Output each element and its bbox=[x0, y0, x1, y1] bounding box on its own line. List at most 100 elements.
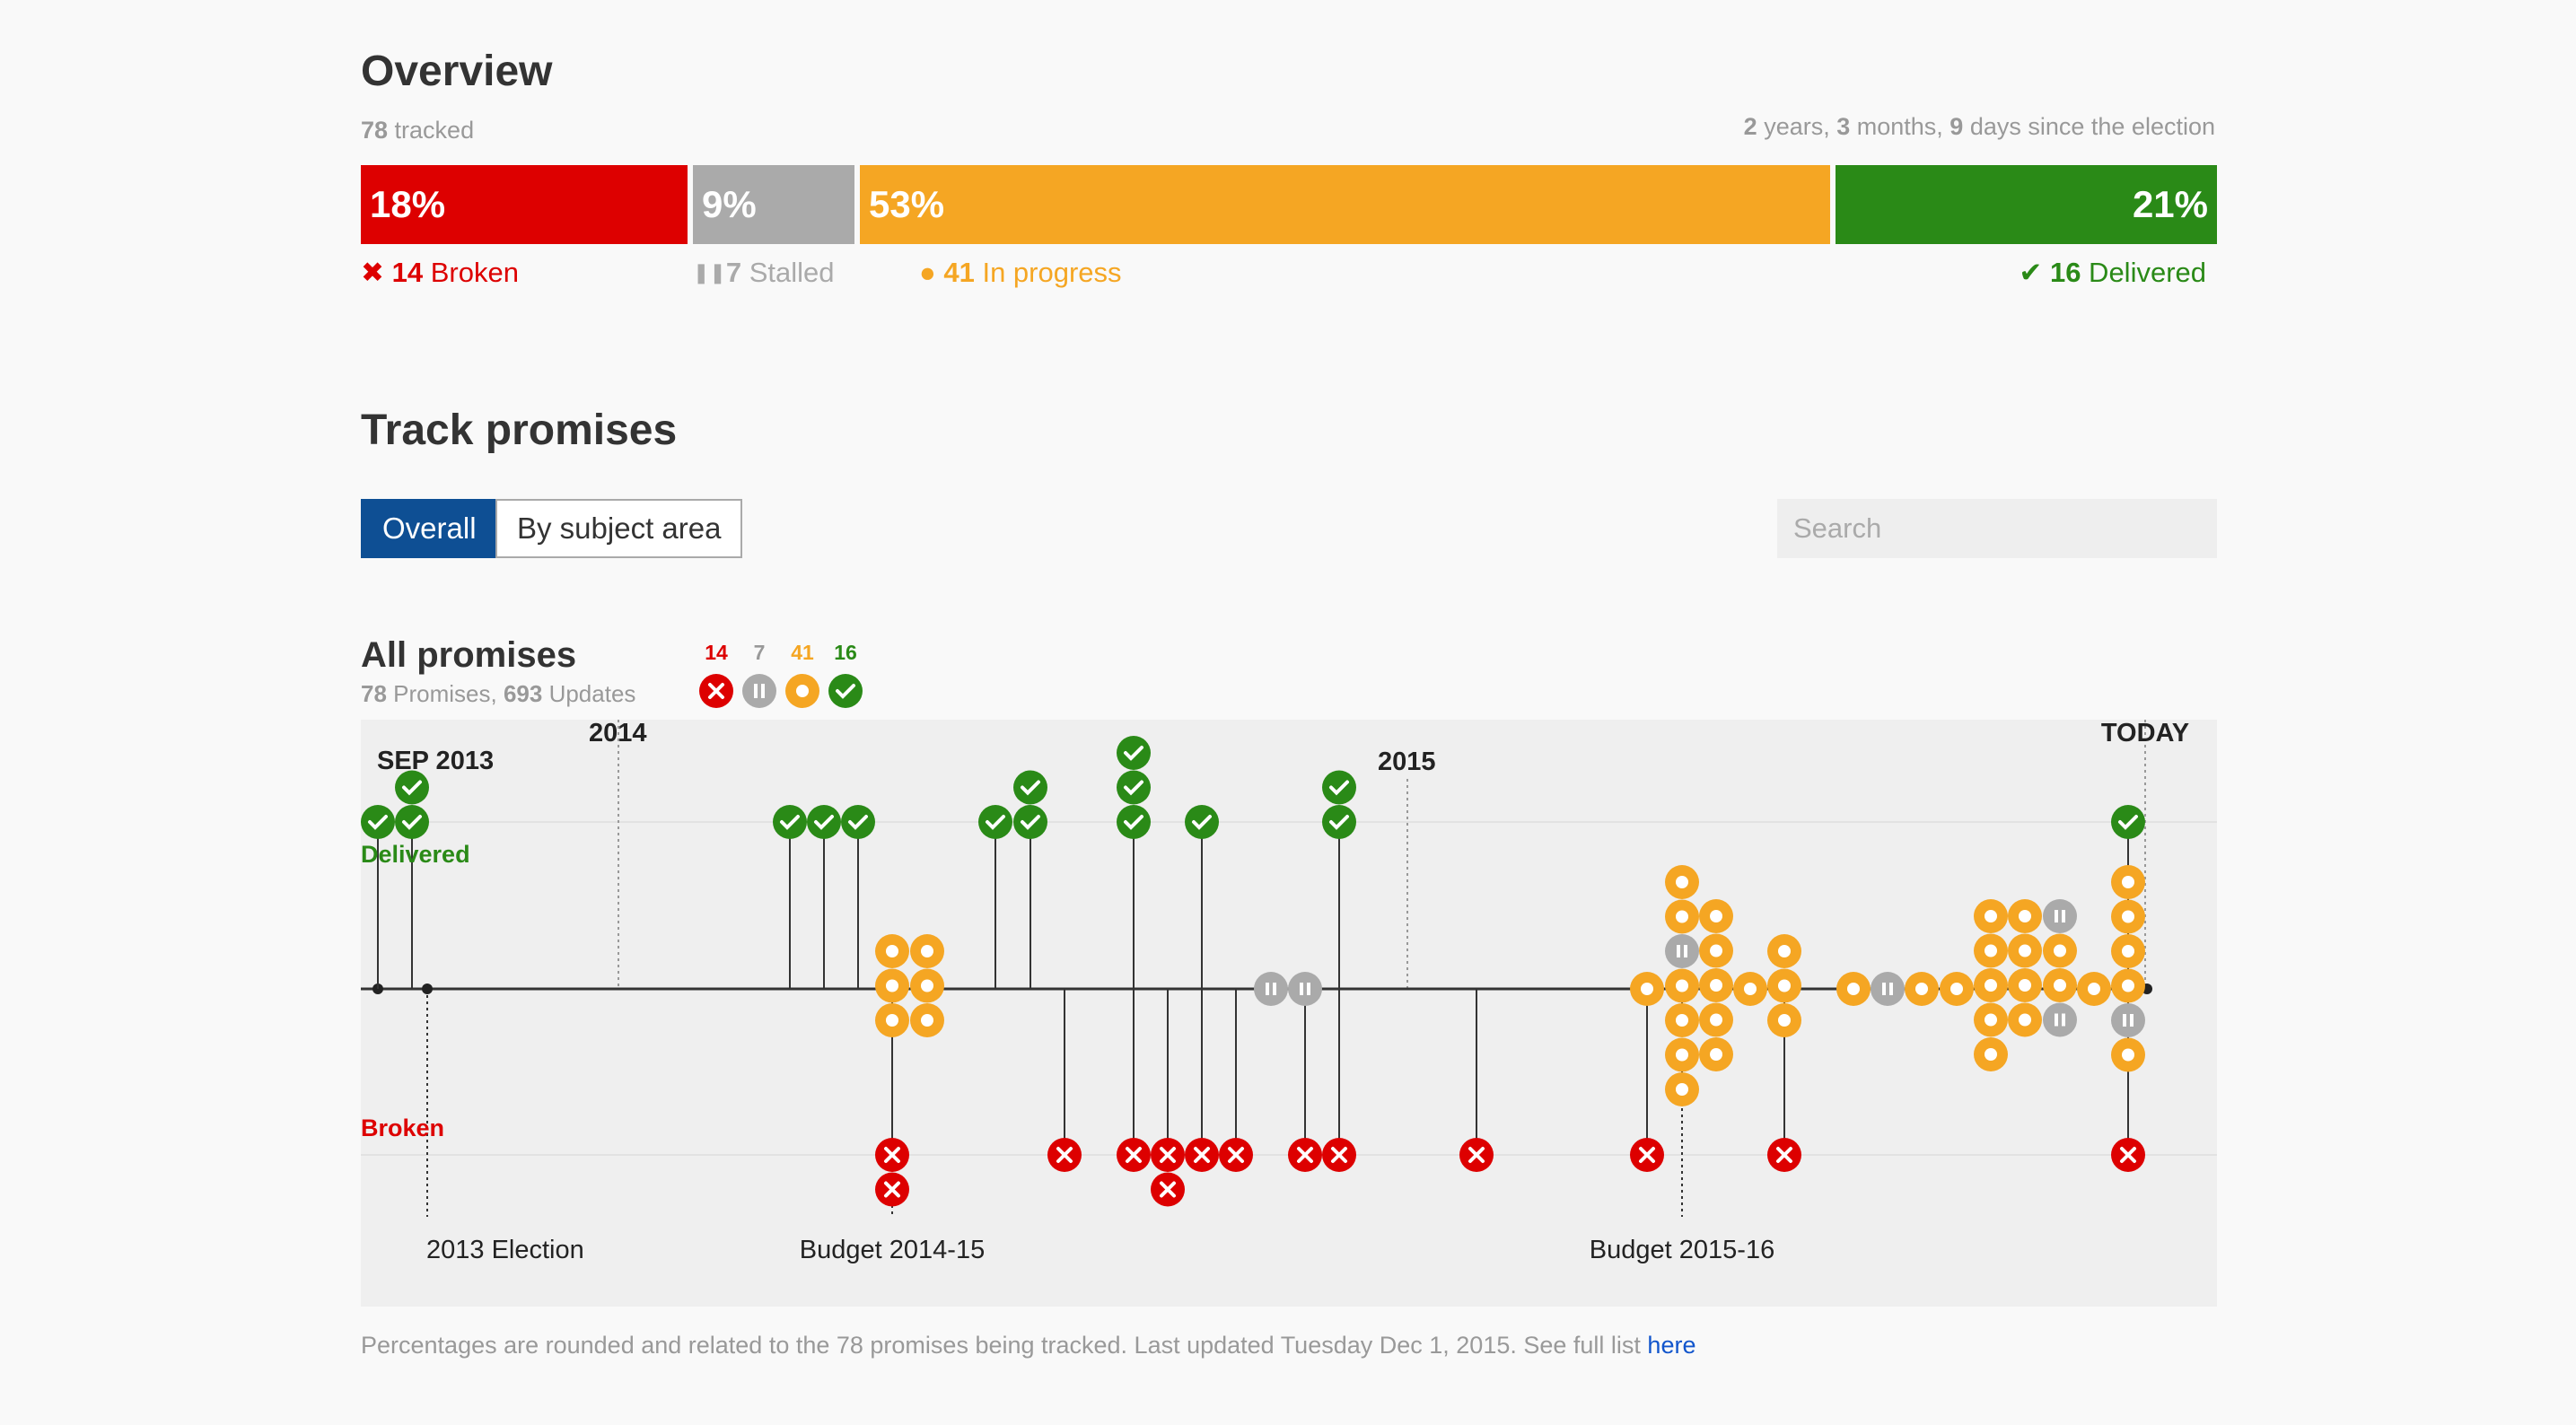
in-progress-marker[interactable] bbox=[875, 934, 909, 968]
in-progress-marker[interactable] bbox=[875, 968, 909, 1003]
in-progress-marker[interactable] bbox=[910, 1003, 944, 1037]
delivered-label: ✔ 16 Delivered bbox=[2019, 257, 2206, 288]
broken-marker[interactable] bbox=[1047, 1138, 1082, 1172]
delivered-marker[interactable] bbox=[1013, 770, 1047, 805]
delivered-marker[interactable] bbox=[361, 805, 395, 839]
broken-marker[interactable] bbox=[1117, 1138, 1151, 1172]
in-progress-marker[interactable] bbox=[2008, 1002, 2042, 1037]
in-progress-marker[interactable] bbox=[1630, 972, 1664, 1006]
dot-icon[interactable] bbox=[785, 674, 819, 708]
year-label: 2015 bbox=[1378, 747, 1436, 776]
dot-icon: ● bbox=[919, 257, 936, 288]
in-progress-marker[interactable] bbox=[1767, 1003, 1801, 1037]
event-label: Budget 2015-16 bbox=[1590, 1236, 1774, 1264]
in-progress-marker[interactable] bbox=[2077, 972, 2111, 1006]
in-progress-bar[interactable]: 53% bbox=[860, 165, 1830, 244]
broken-bar[interactable]: 18% bbox=[361, 165, 688, 244]
delivered-marker[interactable] bbox=[978, 805, 1012, 839]
pause-icon[interactable] bbox=[742, 674, 776, 708]
in-progress-marker[interactable] bbox=[875, 1003, 909, 1037]
broken-marker[interactable] bbox=[875, 1138, 909, 1172]
broken-marker[interactable] bbox=[1459, 1138, 1494, 1172]
in-progress-marker[interactable] bbox=[1974, 899, 2008, 933]
in-progress-marker[interactable] bbox=[1699, 1002, 1733, 1037]
delivered-marker[interactable] bbox=[807, 805, 841, 839]
in-progress-marker[interactable] bbox=[2008, 899, 2042, 933]
search-input[interactable] bbox=[1777, 499, 2217, 558]
in-progress-marker[interactable] bbox=[2111, 934, 2145, 968]
stalled-marker[interactable] bbox=[2043, 899, 2077, 933]
in-progress-marker[interactable] bbox=[1665, 1037, 1699, 1072]
delivered-marker[interactable] bbox=[773, 805, 807, 839]
in-progress-marker[interactable] bbox=[1940, 972, 1974, 1006]
in-progress-marker[interactable] bbox=[1974, 1037, 2008, 1071]
delivered-marker[interactable] bbox=[395, 805, 429, 839]
in-progress-marker[interactable] bbox=[1974, 933, 2008, 968]
in-progress-marker[interactable] bbox=[2008, 933, 2042, 968]
in-progress-marker[interactable] bbox=[1974, 968, 2008, 1002]
in-progress-marker[interactable] bbox=[1767, 934, 1801, 968]
broken-marker[interactable] bbox=[1151, 1138, 1185, 1172]
delivered-marker[interactable] bbox=[841, 805, 875, 839]
stalled-marker[interactable] bbox=[1871, 972, 1905, 1006]
delivered-marker[interactable] bbox=[1185, 805, 1219, 839]
broken-marker[interactable] bbox=[875, 1172, 909, 1207]
in-progress-marker[interactable] bbox=[2111, 1037, 2145, 1072]
stalled-bar[interactable]: 9% bbox=[693, 165, 854, 244]
in-progress-marker[interactable] bbox=[910, 968, 944, 1003]
broken-marker[interactable] bbox=[2111, 1138, 2145, 1172]
tab-by-subject-area[interactable]: By subject area bbox=[495, 499, 743, 558]
in-progress-marker[interactable] bbox=[2111, 899, 2145, 934]
in-progress-marker[interactable] bbox=[1699, 933, 1733, 968]
stalled-marker[interactable] bbox=[1254, 972, 1288, 1006]
in-progress-marker[interactable] bbox=[1767, 968, 1801, 1003]
broken-marker[interactable] bbox=[1151, 1172, 1185, 1207]
stalled-marker[interactable] bbox=[2043, 1002, 2077, 1037]
cross-icon: ✖ bbox=[361, 257, 384, 288]
in-progress-marker[interactable] bbox=[1665, 1003, 1699, 1037]
in-progress-marker[interactable] bbox=[2008, 968, 2042, 1002]
in-progress-marker[interactable] bbox=[1733, 972, 1767, 1006]
check-icon: ✔ bbox=[2019, 257, 2043, 288]
broken-marker[interactable] bbox=[1219, 1138, 1253, 1172]
delivered-marker[interactable] bbox=[1322, 770, 1356, 805]
tab-overall[interactable]: Overall bbox=[361, 499, 498, 558]
delivered-marker[interactable] bbox=[1322, 805, 1356, 839]
legend-count-in-progress: 41 bbox=[791, 641, 814, 664]
in-progress-marker[interactable] bbox=[1836, 972, 1871, 1006]
broken-marker[interactable] bbox=[1767, 1138, 1801, 1172]
in-progress-marker[interactable] bbox=[1974, 1002, 2008, 1037]
in-progress-marker[interactable] bbox=[910, 934, 944, 968]
check-icon[interactable] bbox=[828, 674, 863, 708]
in-progress-marker[interactable] bbox=[2111, 968, 2145, 1003]
delivered-marker[interactable] bbox=[1117, 805, 1151, 839]
broken-marker[interactable] bbox=[1185, 1138, 1219, 1172]
delivered-marker[interactable] bbox=[395, 770, 429, 805]
in-progress-marker[interactable] bbox=[1699, 968, 1733, 1002]
broken-label: ✖ 14 Broken bbox=[361, 257, 519, 288]
stalled-marker[interactable] bbox=[2111, 1003, 2145, 1037]
in-progress-marker[interactable] bbox=[2043, 933, 2077, 968]
in-progress-marker[interactable] bbox=[1665, 1072, 1699, 1106]
in-progress-marker[interactable] bbox=[1699, 899, 1733, 933]
stalled-marker[interactable] bbox=[1665, 934, 1699, 968]
in-progress-marker[interactable] bbox=[1665, 968, 1699, 1003]
year-label: SEP 2013 bbox=[377, 747, 494, 775]
delivered-marker[interactable] bbox=[1117, 770, 1151, 805]
in-progress-marker[interactable] bbox=[1905, 972, 1939, 1006]
stalled-marker[interactable] bbox=[1288, 972, 1322, 1006]
in-progress-marker[interactable] bbox=[1699, 1037, 1733, 1071]
in-progress-marker[interactable] bbox=[2111, 865, 2145, 899]
broken-marker[interactable] bbox=[1288, 1138, 1322, 1172]
delivered-marker[interactable] bbox=[1013, 805, 1047, 839]
cross-icon[interactable] bbox=[699, 674, 733, 708]
in-progress-marker[interactable] bbox=[2043, 968, 2077, 1002]
delivered-bar[interactable]: 21% bbox=[1836, 165, 2217, 244]
in-progress-marker[interactable] bbox=[1665, 899, 1699, 934]
delivered-marker[interactable] bbox=[2111, 805, 2145, 839]
delivered-marker[interactable] bbox=[1117, 736, 1151, 770]
broken-marker[interactable] bbox=[1322, 1138, 1356, 1172]
in-progress-marker[interactable] bbox=[1665, 865, 1699, 899]
full-list-link[interactable]: here bbox=[1647, 1332, 1696, 1359]
broken-marker[interactable] bbox=[1630, 1138, 1664, 1172]
